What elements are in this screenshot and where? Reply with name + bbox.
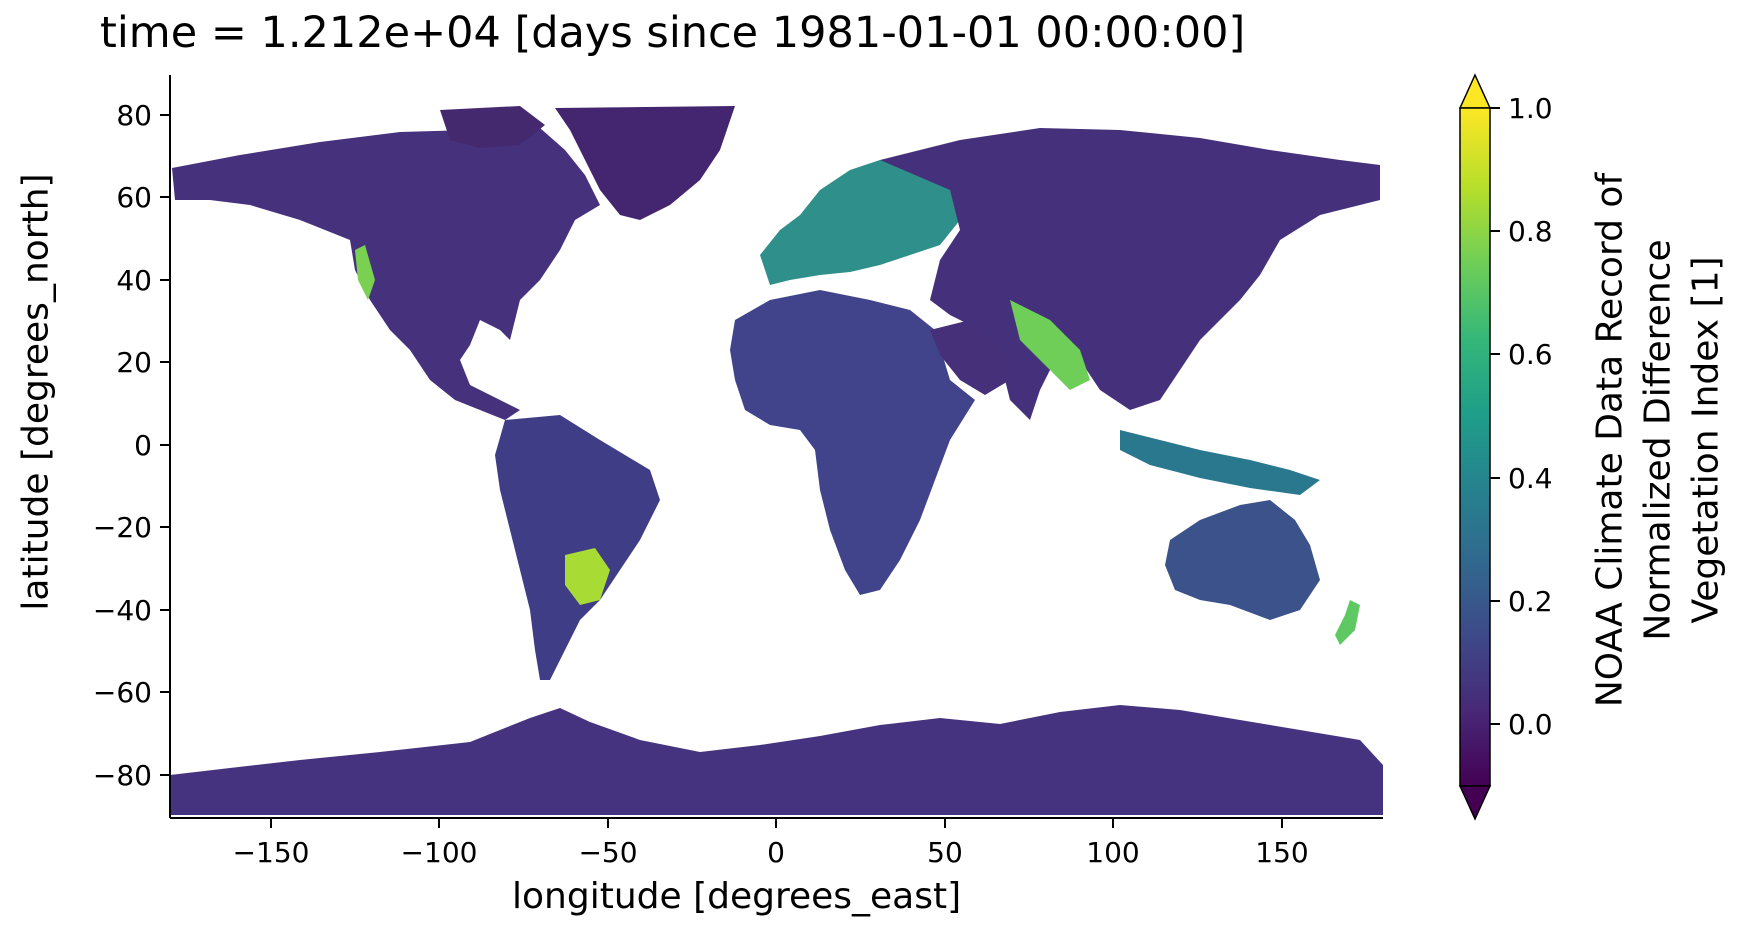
y-tick-label: 0 (134, 429, 152, 462)
x-tick-label: 150 (1255, 836, 1308, 869)
colorbar-tick-label: 0.2 (1508, 585, 1553, 618)
colorbar-extend-max (1458, 73, 1492, 109)
region-maritime-se-asia (1120, 430, 1320, 495)
x-tick-label: −100 (401, 836, 478, 869)
colorbar-label-line-1: NOAA Climate Data Record of (1589, 172, 1631, 708)
colorbar: 1.0 0.8 0.6 0.4 0.2 0.0 (1458, 73, 1553, 821)
colorbar-tick-label: 1.0 (1508, 92, 1553, 125)
y-tick-label: −60 (93, 676, 152, 709)
region-arctic-islands (440, 106, 545, 148)
y-tick-label: −80 (93, 759, 152, 792)
colorbar-tick-label: 0.0 (1508, 708, 1553, 741)
y-tick-label: −20 (93, 511, 152, 544)
vegetation-highlight-argentina (565, 548, 610, 605)
region-greenland (555, 106, 735, 220)
colorbar-label-line-3: Vegetation Index [1] (1685, 256, 1727, 624)
y-tick-label: 80 (116, 99, 152, 132)
y-tick-label: 60 (116, 181, 152, 214)
y-tick-label: 40 (116, 264, 152, 297)
x-axis-ticks (270, 818, 1283, 828)
region-asia (880, 128, 1380, 420)
ndvi-map (170, 106, 1383, 815)
colorbar-label-line-2: Normalized Difference (1637, 239, 1679, 641)
region-africa (730, 290, 975, 595)
colorbar-extend-min (1458, 785, 1492, 821)
vegetation-highlight-west-coast (355, 245, 375, 300)
colorbar-tick-label: 0.8 (1508, 215, 1553, 248)
y-axis-label: latitude [degrees_north] (15, 173, 57, 611)
y-tick-label: 20 (116, 346, 152, 379)
x-axis-tick-labels: −150 −100 −50 0 50 100 150 (233, 836, 1309, 869)
region-australia (1165, 500, 1320, 620)
region-antarctica (170, 705, 1383, 815)
x-tick-label: 100 (1086, 836, 1139, 869)
x-axis-label: longitude [degrees_east] (512, 876, 962, 917)
x-tick-label: 0 (767, 836, 785, 869)
colorbar-tick-label: 0.4 (1508, 462, 1553, 495)
x-tick-label: −50 (578, 836, 637, 869)
region-south-america (495, 415, 660, 680)
y-axis-ticks (160, 114, 170, 776)
region-europe (760, 160, 960, 285)
colorbar-gradient (1459, 107, 1491, 787)
vegetation-highlight-se-asia (1010, 300, 1090, 390)
y-axis-tick-labels: 80 60 40 20 0 −20 −40 −60 −80 (93, 99, 152, 792)
region-north-america (172, 128, 600, 420)
x-tick-label: −150 (233, 836, 310, 869)
map-title: time = 1.212e+04 [days since 1981-01-01 … (100, 8, 1246, 58)
region-arabia (930, 320, 1010, 395)
y-tick-label: −40 (93, 594, 152, 627)
colorbar-tick-label: 0.6 (1508, 338, 1553, 371)
x-tick-label: 50 (927, 836, 963, 869)
region-new-zealand (1335, 600, 1360, 645)
